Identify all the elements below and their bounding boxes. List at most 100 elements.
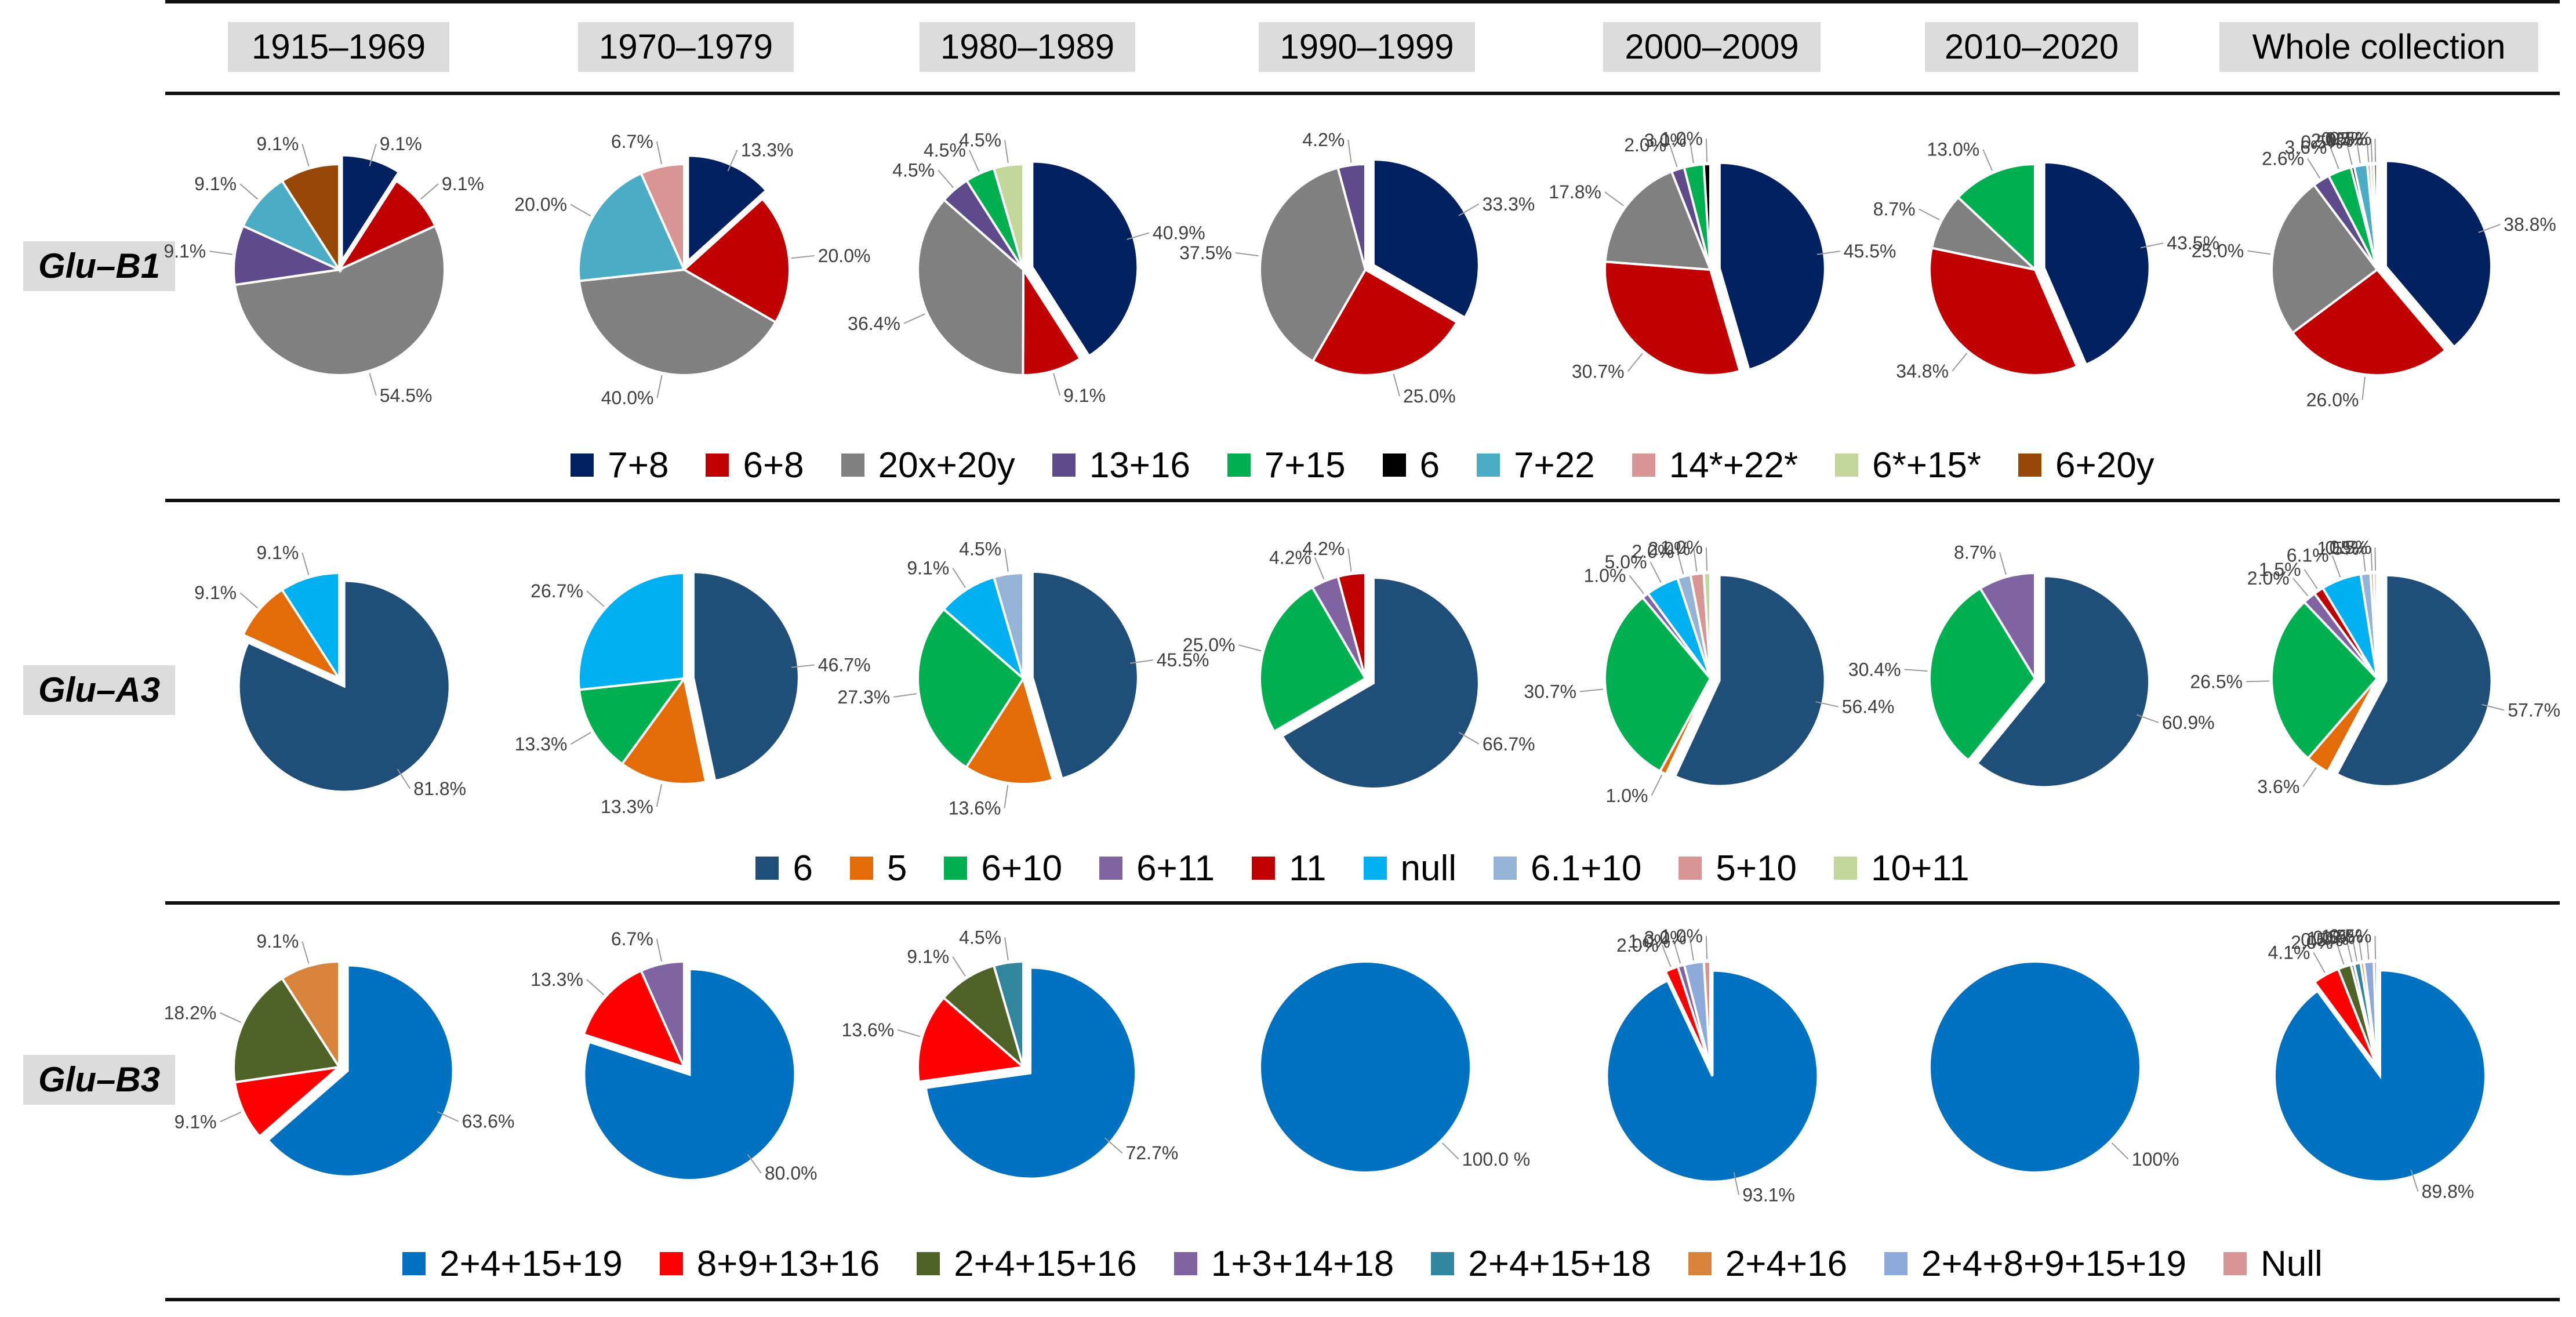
legend-swatch (1252, 857, 1276, 880)
data-label: 18.2% (164, 1002, 217, 1023)
legend-label: 2+4+15+18 (1468, 1243, 1651, 1284)
data-label: 1.0% (1661, 537, 1703, 558)
legend-item-1-3-14-18: 1+3+14+18 (1173, 1243, 1394, 1285)
data-label: 66.7% (1483, 734, 1535, 754)
pie-glu-b3-1915-1969: 63.6% 9.1% 18.2% 9.1% (164, 931, 514, 1178)
legend-item-7-22: 7+22 (1477, 445, 1595, 486)
header-rule (165, 92, 2560, 95)
leader-line (570, 204, 591, 217)
legend-glu-b1: 7+8 6+8 20x+20y 13+16 7+15 6 7+22 14*+22* 6*+15*… (165, 441, 2560, 489)
leader-line (1689, 937, 1694, 961)
data-label: 0.5% (2301, 132, 2343, 153)
legend-item-6-11: 6+11 (1099, 848, 1215, 889)
legend-label: 7+8 (608, 445, 669, 485)
slice-6-10 (1259, 585, 1367, 734)
legend-label: 2+4+15+16 (954, 1243, 1137, 1284)
slice-20x-20y (1259, 166, 1367, 363)
data-label: 3.6% (2257, 776, 2299, 797)
pie-glu-b3-whole-collection: 89.8% 4.1%2.0%0.5%1.0%0.5%1.5%0.5% (2268, 926, 2487, 1202)
legend-label: 14*+22* (1669, 445, 1799, 485)
leader-line (1458, 203, 1480, 216)
legend-swatch (1173, 1252, 1197, 1275)
data-label: 80.0% (765, 1163, 818, 1184)
pie-glu-a3-2010-2020: 60.9% 30.4% 8.7% (1848, 542, 2215, 789)
leader-line (1052, 373, 1061, 396)
rule-a3-b3 (165, 901, 2560, 905)
leader-line (727, 150, 738, 172)
leader-line (1441, 1142, 1459, 1160)
leader-line (938, 169, 954, 188)
data-label: 20.0% (818, 245, 871, 266)
slice-2-4-15-19 (1259, 960, 1472, 1174)
data-label: 8.7% (1954, 542, 1996, 563)
legend-item-11: 11 (1252, 848, 1327, 889)
leader-line (903, 313, 925, 324)
legend-item-5: 5 (849, 848, 907, 889)
slice-8-9-13-16 (917, 996, 1026, 1083)
data-label: 9.1% (907, 558, 949, 579)
leader-line (1604, 191, 1624, 206)
top-rule (165, 0, 2560, 3)
data-label: 2.6% (2262, 148, 2304, 169)
slice-6-10 (1928, 586, 2037, 762)
data-label: 38.8% (2504, 214, 2556, 235)
legend-swatch (1632, 453, 1655, 477)
leader-line (1649, 561, 1662, 583)
leader-line (1661, 945, 1672, 967)
data-label: 30.4% (1848, 659, 1901, 680)
data-label: 45.5% (1844, 241, 1896, 262)
pie-glu-b3-1990-1999: 100.0 % (1259, 960, 1530, 1174)
legend-swatch (1099, 857, 1123, 880)
data-label: 9.1% (1063, 385, 1106, 406)
period-header-1915-1969: 1915–1969 (228, 22, 449, 72)
leader-line (1458, 731, 1480, 745)
leader-line (1004, 937, 1009, 961)
data-label: 13.3% (601, 796, 653, 817)
slice-8-9-13-16 (582, 969, 686, 1069)
legend-item-20x-20y: 20x+20y (841, 445, 1015, 486)
data-label: 45.5% (1157, 650, 1209, 670)
data-label: 30.7% (1524, 681, 1576, 702)
leader-line (2361, 376, 2366, 400)
slice-2-4-15-19 (2273, 969, 2487, 1183)
legend-item-5-10: 5+10 (1678, 848, 1797, 889)
period-header-1990-1999: 1990–1999 (1259, 22, 1475, 72)
leader-line (656, 375, 663, 398)
data-label: 20.0% (514, 194, 567, 215)
legend-label: 6 (793, 848, 813, 888)
slice-2-4-15-18 (992, 960, 1024, 1068)
slice-6-8 (1604, 260, 1742, 376)
rule-b1-a3 (165, 499, 2560, 502)
legend-label: 6+10 (981, 848, 1063, 888)
period-header-whole-collection: Whole collection (2219, 22, 2538, 72)
period-header-2010-2020: 2010–2020 (1925, 22, 2138, 72)
data-label: 72.7% (1126, 1142, 1179, 1163)
pie-glu-b1-1915-1969: 9.1% 9.1% 54.5% 9.1% 9.1% 9.1% (164, 133, 484, 406)
data-label: 1.5% (2317, 538, 2359, 558)
leader-line (1127, 232, 1150, 240)
leader-line (1130, 659, 1153, 664)
leader-line (1580, 688, 1604, 692)
data-label: 4.5% (959, 538, 1001, 559)
leader-line (2336, 942, 2345, 965)
row-label-glu-a3: Glu–A3 (23, 665, 176, 715)
legend-swatch (2018, 453, 2042, 477)
pie-glu-a3-whole-collection: 57.7%3.6%26.5%2.0%1.5%6.1%1.5%0.5%0.5% (2190, 537, 2560, 797)
leader-line (301, 552, 310, 575)
data-label: 9.1% (907, 946, 949, 967)
legend-label: Null (2261, 1243, 2323, 1284)
data-label: 2.0% (1616, 935, 1659, 956)
data-label: 93.1% (1742, 1185, 1795, 1206)
legend-label: 6+8 (743, 445, 804, 485)
legend-item-14-22: 14*+22* (1632, 445, 1798, 486)
leader-line (656, 141, 663, 165)
slice-6-20y (280, 162, 340, 274)
leader-line (2362, 548, 2366, 572)
legend-label: 10+11 (1871, 848, 1970, 888)
legend-label: null (1400, 848, 1457, 888)
legend-label: 6+11 (1136, 848, 1215, 888)
leader-line (2410, 1169, 2419, 1192)
data-label: 13.3% (741, 139, 794, 160)
legend-swatch (841, 453, 864, 477)
legend-item-6: 6 (1382, 445, 1440, 486)
